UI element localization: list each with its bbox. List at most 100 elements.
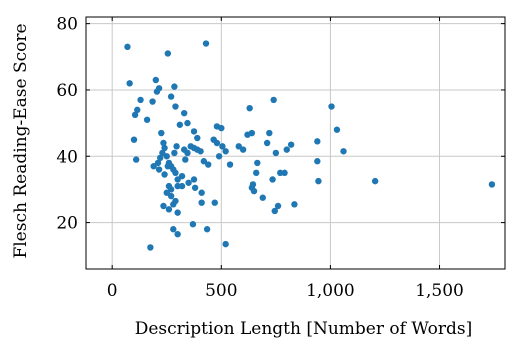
- data-point: [155, 166, 163, 173]
- data-point: [182, 156, 189, 163]
- data-point: [271, 207, 278, 215]
- data-point: [213, 139, 221, 147]
- data-point: [131, 111, 139, 119]
- x-tick-label: 1,500: [415, 281, 464, 301]
- data-point: [130, 136, 138, 143]
- data-point: [152, 76, 160, 84]
- data-point: [222, 148, 229, 155]
- data-point: [203, 226, 211, 233]
- data-point: [259, 194, 266, 201]
- data-point: [190, 176, 198, 183]
- y-tick-label: 60: [56, 81, 78, 101]
- data-point: [198, 199, 205, 206]
- plot-frame: [85, 16, 506, 270]
- data-point: [333, 126, 341, 133]
- data-point: [137, 96, 144, 104]
- data-point: [143, 116, 151, 123]
- data-point: [164, 50, 172, 57]
- data-point: [156, 154, 164, 162]
- data-point: [314, 158, 321, 165]
- data-point: [185, 179, 192, 186]
- data-point: [164, 163, 172, 170]
- data-point: [281, 169, 288, 177]
- data-point: [132, 156, 140, 163]
- data-point: [219, 143, 226, 150]
- data-point: [202, 40, 210, 47]
- x-tick-label: 1,000: [306, 281, 355, 301]
- data-point: [272, 149, 280, 157]
- data-point: [161, 171, 168, 178]
- data-point: [160, 139, 167, 147]
- data-point: [159, 149, 166, 157]
- data-point: [171, 83, 178, 90]
- data-point: [176, 121, 184, 128]
- data-point: [126, 80, 133, 87]
- data-point: [291, 201, 298, 208]
- points-layer: [124, 40, 496, 251]
- data-point: [253, 169, 260, 177]
- data-point: [134, 106, 141, 114]
- data-point: [171, 149, 178, 157]
- data-point: [163, 153, 170, 160]
- data-point: [250, 187, 258, 195]
- data-point: [172, 169, 179, 177]
- data-point: [274, 202, 282, 210]
- data-point: [246, 104, 253, 112]
- data-point: [239, 146, 247, 153]
- data-point: [189, 221, 197, 228]
- data-point: [211, 199, 218, 206]
- data-point: [226, 161, 234, 168]
- data-point: [205, 161, 212, 168]
- data-point: [173, 143, 180, 150]
- x-tick-label: 500: [205, 281, 237, 301]
- data-point: [160, 202, 167, 210]
- data-point: [249, 181, 257, 188]
- data-point: [191, 184, 199, 191]
- data-point: [254, 159, 261, 167]
- data-point: [174, 209, 181, 216]
- data-point: [287, 141, 295, 148]
- data-point: [181, 109, 188, 117]
- data-point: [194, 134, 201, 142]
- data-point: [161, 144, 168, 152]
- data-point: [181, 146, 188, 153]
- grid-layer: [86, 17, 505, 269]
- data-point: [174, 230, 181, 238]
- data-point: [198, 189, 205, 196]
- data-point: [269, 176, 276, 183]
- data-point: [170, 201, 177, 208]
- data-point: [170, 226, 177, 233]
- data-point: [167, 93, 175, 100]
- data-point: [167, 186, 175, 193]
- x-axis-label: Description Length [Number of Words]: [135, 319, 473, 339]
- data-point: [371, 177, 379, 185]
- data-point: [248, 129, 256, 137]
- data-point: [263, 139, 271, 147]
- data-point: [158, 129, 165, 137]
- data-point: [190, 128, 198, 135]
- x-tick-label: 0: [107, 281, 118, 301]
- data-point: [197, 148, 204, 155]
- data-point: [270, 96, 277, 104]
- data-point: [328, 103, 335, 110]
- data-point: [165, 206, 173, 213]
- data-point: [150, 163, 157, 170]
- data-point: [178, 182, 186, 190]
- data-point: [172, 103, 179, 110]
- data-point: [235, 143, 242, 150]
- data-point: [149, 98, 156, 105]
- y-tick-label: 40: [56, 147, 78, 167]
- data-point: [178, 172, 186, 180]
- data-point: [163, 189, 170, 196]
- data-point: [218, 124, 225, 132]
- data-point: [215, 153, 223, 160]
- data-point: [167, 192, 175, 200]
- data-point: [266, 129, 273, 137]
- data-point: [147, 244, 154, 251]
- data-point: [155, 85, 163, 92]
- data-point: [184, 119, 191, 127]
- data-point: [488, 181, 496, 188]
- data-point: [154, 159, 162, 167]
